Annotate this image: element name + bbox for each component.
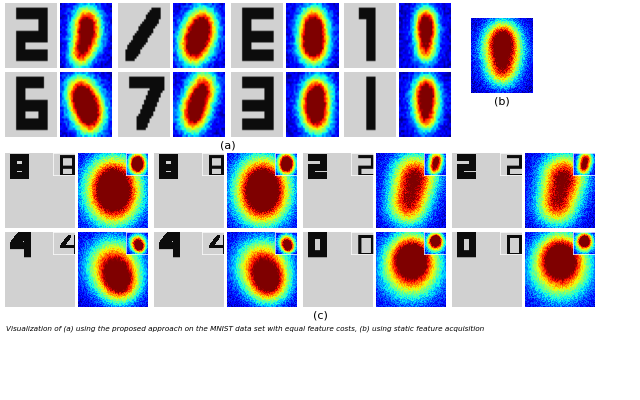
Text: (c): (c) <box>312 311 328 321</box>
Text: (b): (b) <box>494 97 510 107</box>
Text: Visualization of (a) using the proposed approach on the MNIST data set with equa: Visualization of (a) using the proposed … <box>6 325 484 332</box>
Text: (a): (a) <box>220 141 236 151</box>
